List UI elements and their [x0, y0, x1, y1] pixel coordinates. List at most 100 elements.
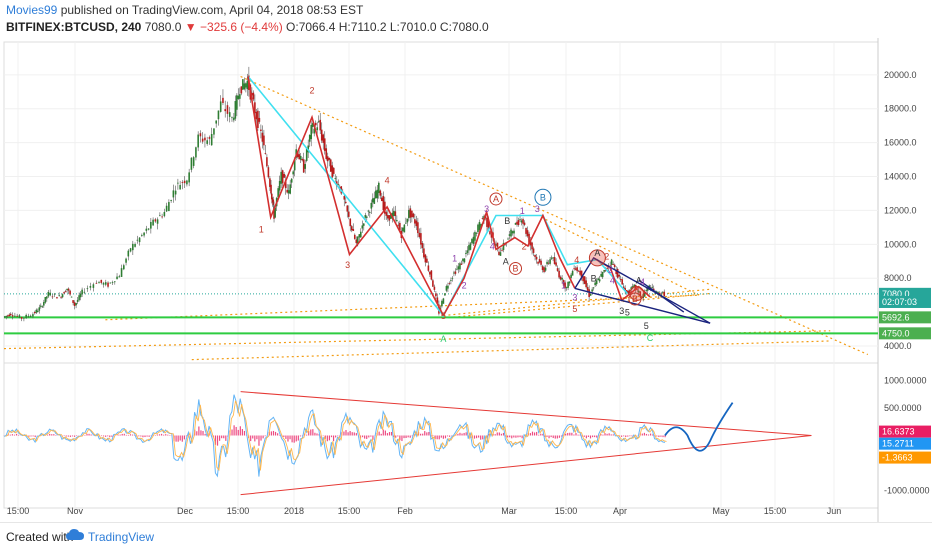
histogram-bar — [49, 434, 50, 436]
histogram-bar — [327, 436, 328, 442]
candle-body — [283, 174, 285, 178]
price-tick-label: 10000.0 — [884, 239, 917, 249]
candle-body — [63, 292, 65, 293]
candle-body — [465, 253, 467, 254]
candle-body — [444, 293, 446, 295]
candle-body — [259, 118, 261, 122]
candle-body — [345, 202, 347, 203]
candle-body — [52, 296, 54, 297]
author-link[interactable]: Movies99 — [6, 3, 57, 17]
histogram-bar — [631, 436, 632, 437]
histogram-bar — [84, 435, 85, 436]
histogram-bar — [420, 434, 421, 436]
candle-body — [69, 291, 71, 295]
candle-body — [414, 219, 416, 223]
histogram-bar — [292, 436, 293, 443]
histogram-bar — [14, 435, 15, 436]
oscillator-tick-label: 500.0000 — [884, 403, 922, 413]
histogram-bar — [391, 432, 392, 436]
candle-body — [542, 266, 544, 270]
histogram-bar — [345, 430, 346, 435]
histogram-bar — [142, 436, 143, 438]
candle-body — [539, 259, 541, 262]
candle-body — [324, 138, 326, 150]
candle-body — [218, 111, 220, 120]
candle-body — [404, 225, 406, 233]
histogram-bar — [219, 436, 220, 441]
candle-body — [42, 306, 44, 307]
histogram-bar — [513, 436, 514, 438]
time-tick-label: 15:00 — [7, 506, 30, 516]
histogram-bar — [569, 433, 570, 436]
histogram-bar — [51, 434, 52, 435]
candle-body — [5, 316, 7, 317]
candle-body — [548, 263, 550, 264]
candle-body — [470, 243, 472, 249]
candle-body — [555, 262, 557, 265]
candle-body — [245, 83, 247, 87]
histogram-bar — [555, 436, 556, 439]
time-tick-label: Apr — [613, 506, 627, 516]
histogram-bar — [68, 436, 69, 437]
candle-body — [327, 156, 329, 161]
candle-body — [236, 95, 238, 109]
candle-body — [522, 219, 524, 224]
candle-body — [43, 302, 45, 305]
histogram-bar — [256, 436, 257, 440]
histogram-bar — [395, 436, 396, 438]
candle-body — [263, 136, 265, 146]
candle-body — [441, 301, 443, 306]
histogram-bar — [410, 436, 411, 438]
candle-body — [322, 134, 324, 142]
histogram-bar — [352, 432, 353, 435]
histogram-bar — [611, 434, 612, 435]
price-tick-label: 4000.0 — [884, 341, 912, 351]
histogram-bar — [335, 436, 336, 438]
candle-body — [80, 294, 82, 298]
histogram-bar — [480, 436, 481, 440]
histogram-bar — [331, 436, 332, 438]
candle-body — [112, 282, 114, 283]
candle-body — [395, 211, 397, 216]
histogram-bar — [401, 436, 402, 442]
histogram-bar — [298, 436, 299, 441]
candle-body — [572, 271, 574, 276]
histogram-bar — [449, 436, 450, 437]
histogram-bar — [124, 434, 125, 436]
oscillator-tag: 15.2711 — [882, 439, 914, 449]
candle-body — [593, 287, 595, 288]
wave-label: 4 — [640, 277, 645, 287]
histogram-bar — [157, 435, 158, 436]
histogram-bar — [225, 436, 226, 441]
candle-body — [552, 258, 554, 259]
candle-body — [560, 277, 562, 280]
histogram-bar — [648, 434, 649, 435]
candle-body — [7, 316, 9, 317]
histogram-bar — [424, 431, 425, 435]
histogram-bar — [283, 436, 284, 437]
chart-grid — [4, 38, 878, 522]
histogram-bar — [238, 430, 239, 436]
histogram-bar — [625, 436, 626, 438]
candle-body — [238, 96, 240, 99]
candle-body — [497, 243, 499, 247]
candle-body — [148, 229, 150, 230]
candle-body — [477, 225, 479, 232]
candle-body — [346, 205, 348, 211]
histogram-bar — [260, 436, 261, 441]
histogram-bar — [515, 436, 516, 438]
histogram-bar — [107, 436, 108, 437]
candle-body — [71, 297, 73, 298]
candle-body — [270, 185, 272, 194]
histogram-bar — [101, 436, 102, 437]
histogram-bar — [546, 436, 547, 437]
histogram-bar — [347, 432, 348, 435]
candle-body — [411, 211, 413, 218]
tradingview-link[interactable]: TradingView — [88, 530, 154, 544]
wave-label: C — [647, 333, 654, 343]
candle-body — [114, 281, 116, 282]
candle-body — [300, 156, 302, 160]
histogram-bar — [385, 431, 386, 436]
histogram-bar — [660, 436, 661, 437]
